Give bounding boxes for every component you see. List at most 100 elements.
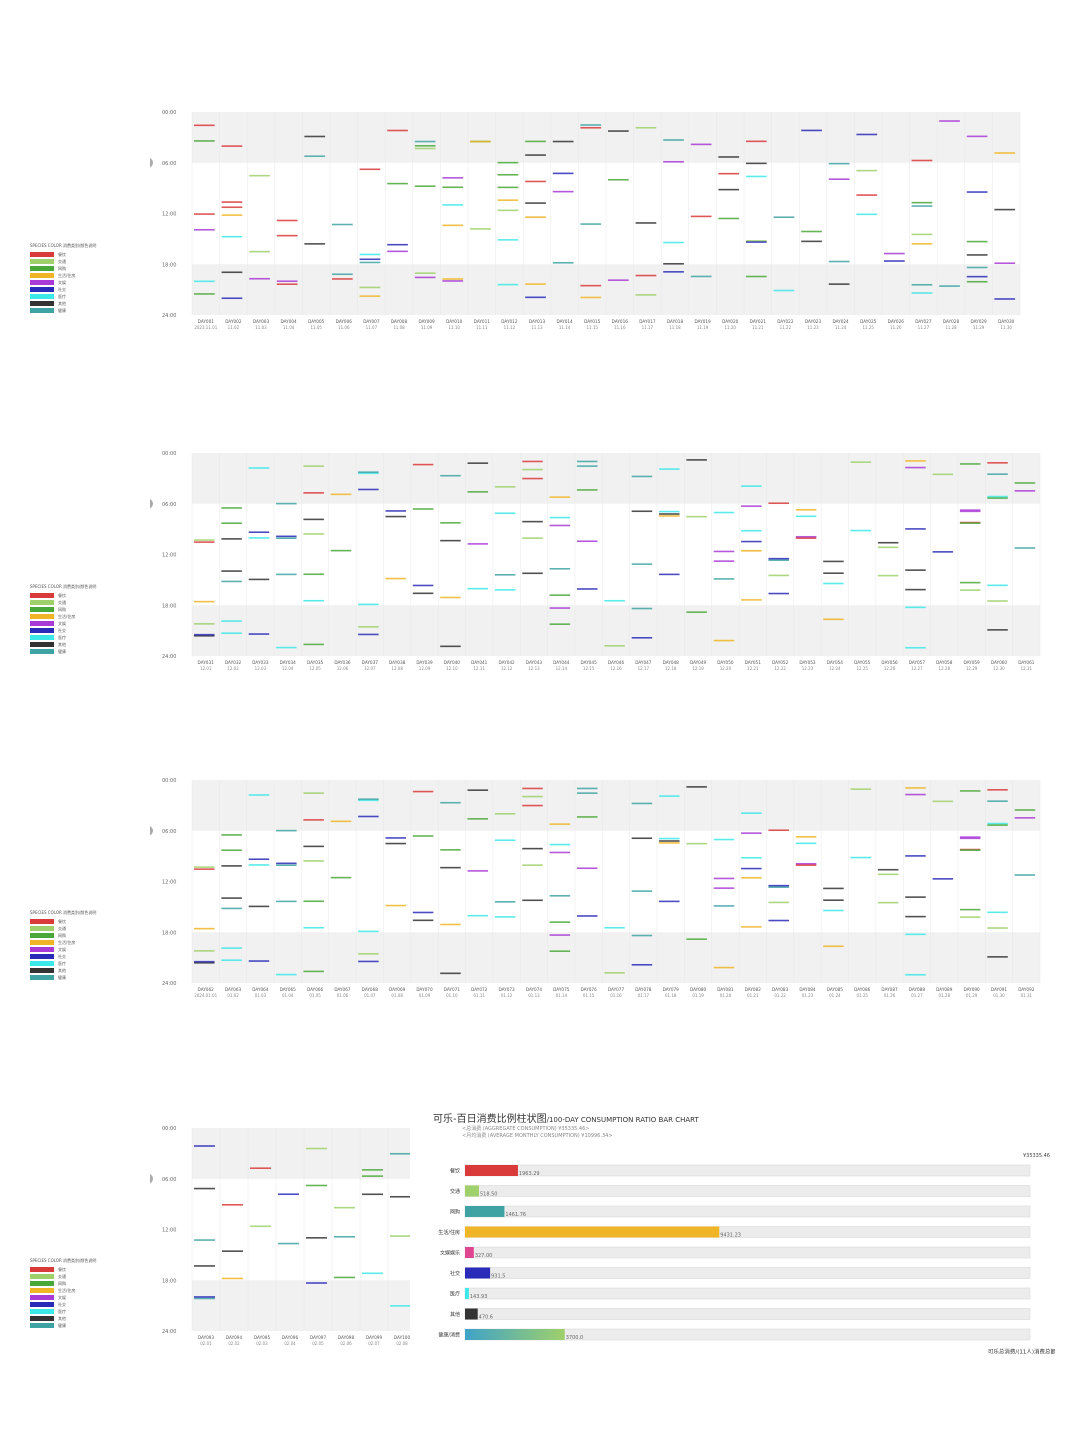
date-label: 2024.01.01 <box>194 993 217 998</box>
transaction-mark <box>276 646 297 649</box>
transaction-mark <box>442 186 464 189</box>
transaction-mark <box>823 909 844 912</box>
transaction-mark <box>194 635 215 637</box>
legend-label: 其他 <box>58 967 66 973</box>
transaction-mark <box>959 463 981 465</box>
sun-icon <box>143 825 153 836</box>
date-label: 12.25 <box>856 666 868 671</box>
sun-icon <box>143 157 153 168</box>
day-label: DAY059 <box>963 660 980 665</box>
day-label: DAY075 <box>553 987 570 992</box>
transaction-mark <box>494 574 516 576</box>
date-label: 02.07 <box>368 1341 380 1346</box>
transaction-mark <box>414 140 436 143</box>
date-label: 11.11 <box>476 325 488 330</box>
date-label: 01.30 <box>993 993 1005 998</box>
y-tick-label: 18:00 <box>162 603 176 609</box>
transaction-mark <box>497 186 519 189</box>
transaction-mark <box>549 567 571 570</box>
day-label: DAY071 <box>444 987 461 992</box>
transaction-mark <box>635 294 657 296</box>
transaction-mark <box>823 572 844 574</box>
date-label: 01.07 <box>364 993 376 998</box>
date-label: 12.01 <box>200 666 212 671</box>
transaction-mark <box>604 599 625 602</box>
night-band <box>192 932 1040 983</box>
transaction-mark <box>194 962 215 964</box>
day-label: DAY011 <box>474 319 491 324</box>
legend-swatch <box>30 287 54 292</box>
transaction-mark <box>303 970 324 973</box>
transaction-mark <box>828 178 850 180</box>
transaction-mark <box>194 541 215 543</box>
y-tick-label: 24:00 <box>162 313 176 319</box>
transaction-mark <box>552 140 574 143</box>
transaction-mark <box>358 472 379 475</box>
transaction-mark <box>828 283 850 285</box>
legend-label: 生活/住房 <box>58 272 76 278</box>
bar <box>465 1288 469 1299</box>
transaction-mark <box>884 260 905 262</box>
transaction-mark <box>959 581 981 584</box>
transaction-mark <box>768 574 789 577</box>
legend-item: 交通 <box>30 599 96 606</box>
day-label: DAY052 <box>772 660 789 665</box>
transaction-mark <box>194 539 215 541</box>
legend-swatch <box>30 273 54 278</box>
transaction-mark <box>987 800 1008 802</box>
legend-label: 其他 <box>58 641 66 647</box>
bar <box>465 1247 474 1258</box>
day-label: DAY017 <box>639 319 656 324</box>
transaction-mark <box>576 489 598 491</box>
legend-title: SPECIES COLOR 消费类别/颜色说明 <box>30 584 97 589</box>
transaction-mark <box>412 592 434 595</box>
transaction-mark <box>631 475 653 478</box>
transaction-mark <box>604 645 625 647</box>
date-label: 11.22 <box>780 325 792 330</box>
transaction-mark <box>221 570 242 572</box>
legend-label: 其他 <box>58 1315 66 1321</box>
legend-label: 健康 <box>58 974 66 980</box>
day-label: DAY012 <box>501 319 518 324</box>
transaction-mark <box>497 173 519 176</box>
transaction-mark <box>440 474 461 477</box>
date-label: 12.08 <box>391 666 403 671</box>
transaction-mark <box>905 933 926 936</box>
y-tick-label: 06:00 <box>162 161 176 167</box>
transaction-mark <box>303 492 324 494</box>
transaction-mark <box>221 507 242 509</box>
legend-item: 健康 <box>30 307 96 314</box>
transaction-mark <box>1014 490 1036 492</box>
transaction-mark <box>713 877 735 880</box>
legend-item: 其他 <box>30 967 96 974</box>
day-label: DAY087 <box>881 987 898 992</box>
transaction-mark <box>659 468 680 470</box>
legend-swatch <box>30 1288 54 1293</box>
transaction-mark <box>250 1225 271 1228</box>
transaction-mark <box>221 214 243 216</box>
transaction-mark <box>576 792 598 794</box>
transaction-mark <box>525 180 546 183</box>
day-label: DAY028 <box>943 319 960 324</box>
transaction-mark <box>390 1152 411 1155</box>
bar <box>465 1165 518 1176</box>
transaction-mark <box>358 626 379 628</box>
transaction-mark <box>414 272 436 274</box>
transaction-mark <box>877 574 899 577</box>
day-label: DAY037 <box>362 660 379 665</box>
y-tick-label: 06:00 <box>162 829 176 835</box>
transaction-mark <box>440 801 461 804</box>
date-label: 01.12 <box>501 993 513 998</box>
day-label: DAY053 <box>799 660 816 665</box>
transaction-mark <box>494 486 516 488</box>
transaction-mark <box>221 580 242 583</box>
transaction-mark <box>987 956 1008 958</box>
transaction-mark <box>905 646 926 649</box>
legend-item: 餐饮 <box>30 918 96 925</box>
legend-item: 健康 <box>30 648 96 655</box>
transaction-mark <box>414 276 436 279</box>
date-label: 11.23 <box>807 325 819 330</box>
legend-label: 交通 <box>58 599 66 605</box>
transaction-mark <box>359 258 381 261</box>
timeline-svg-1: 00:00 06:00 12:00 18:00 24:00 ☾ DAY0012023.11.… <box>143 110 1021 330</box>
